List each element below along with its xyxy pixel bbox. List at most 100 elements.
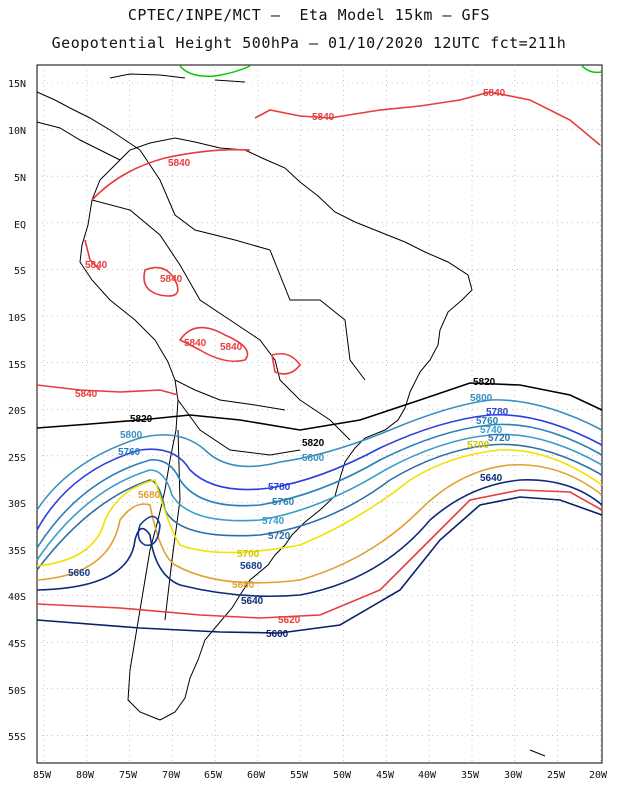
lat-label: 15N [8, 79, 26, 90]
lon-label: 65W [204, 770, 223, 781]
contour-5840-cell1 [143, 266, 179, 297]
label-5840: 5840 [75, 389, 98, 400]
label-5760: 5760 [118, 447, 141, 458]
lon-label: 30W [504, 770, 523, 781]
contour-5720 [36, 443, 603, 571]
label-5820: 5820 [302, 438, 325, 449]
label-5680: 5680 [232, 580, 255, 591]
label-5840: 5840 [220, 342, 243, 353]
lat-label: 30S [8, 499, 26, 510]
caribbean-islands-east [214, 79, 246, 83]
label-5620: 5620 [278, 615, 301, 626]
label-5760: 5760 [272, 497, 295, 508]
coastlines [36, 73, 546, 757]
lon-label: 25W [547, 770, 566, 781]
border-line-f [164, 429, 181, 621]
lon-label: 50W [333, 770, 352, 781]
label-5780: 5780 [486, 407, 509, 418]
contour-5660-cell [137, 515, 161, 547]
contour-5640 [36, 479, 603, 598]
label-5720: 5720 [488, 433, 511, 444]
contour-5840-amazon [91, 148, 251, 201]
lon-label: 70W [162, 770, 181, 781]
border-line-d [177, 399, 301, 456]
lat-label: 5S [14, 266, 26, 277]
border-line-b [139, 149, 271, 251]
lon-label: 85W [33, 770, 52, 781]
lat-label: 55S [8, 732, 26, 743]
contour-5840-north [254, 91, 601, 146]
label-5640: 5640 [480, 473, 503, 484]
label-5680: 5680 [138, 490, 161, 501]
label-5800: 5800 [470, 393, 493, 404]
contour-labels: 5840 5840 5840 5840 5840 5840 5840 5840 … [68, 88, 511, 640]
lon-label: 40W [418, 770, 437, 781]
contour-5620 [36, 489, 603, 619]
lat-label: 45S [8, 639, 26, 650]
label-5640: 5640 [241, 596, 264, 607]
central-america-south-coast [36, 121, 121, 161]
contour-5780 [36, 413, 603, 531]
label-5760: 5760 [476, 416, 499, 427]
label-5820: 5820 [473, 377, 496, 388]
contour-5840-cell3 [271, 352, 301, 375]
contour-lines [36, 91, 603, 634]
island-south [529, 749, 546, 757]
green-contour-topright [581, 65, 603, 74]
map-title: CPTEC/INPE/MCT – Eta Model 15km – GFS [127, 6, 491, 24]
lat-label: 35S [8, 546, 26, 557]
latitude-labels: 15N 10N 5N EQ 5S 10S 15S 20S 25S 30S 35S… [8, 79, 26, 743]
label-5700: 5700 [237, 549, 260, 560]
contour-5840-west2 [36, 384, 179, 396]
map-frame [36, 64, 603, 764]
label-5740: 5740 [480, 425, 503, 436]
lon-label: 20W [589, 770, 608, 781]
lat-label: 20S [8, 406, 26, 417]
lat-label: 25S [8, 453, 26, 464]
contour-5840-cell2 [178, 326, 249, 363]
label-5600: 5600 [266, 629, 289, 640]
label-5840: 5840 [312, 112, 335, 123]
lon-label: 55W [290, 770, 309, 781]
lon-label: 80W [76, 770, 95, 781]
label-5840: 5840 [483, 88, 506, 99]
label-5660: 5660 [68, 568, 91, 579]
border-line-e [269, 249, 366, 381]
south-america-east-coast [119, 137, 473, 721]
label-5720: 5720 [268, 531, 291, 542]
lon-label: 60W [247, 770, 266, 781]
label-5840: 5840 [168, 158, 191, 169]
label-5800: 5800 [120, 430, 143, 441]
label-5820: 5820 [130, 414, 153, 425]
lon-label: 75W [119, 770, 138, 781]
label-5780: 5780 [268, 482, 291, 493]
label-5680: 5680 [240, 561, 263, 572]
contour-5740 [36, 433, 603, 561]
lat-label: 10S [8, 313, 26, 324]
longitude-labels: 85W 80W 75W 70W 65W 60W 55W 50W 45W 40W … [33, 770, 608, 781]
contour-5700 [36, 449, 603, 567]
lat-label: EQ [14, 220, 26, 231]
lat-label: 50S [8, 686, 26, 697]
lat-label: 5N [14, 173, 26, 184]
map-subtitle: Geopotential Height 500hPa – 01/10/2020 … [51, 34, 567, 52]
lat-label: 10N [8, 126, 26, 137]
label-5700: 5700 [467, 440, 490, 451]
label-5740: 5740 [262, 516, 285, 527]
contour-5820 [36, 382, 603, 431]
lat-label: 15S [8, 360, 26, 371]
contour-5680 [36, 463, 603, 584]
central-america-coast [36, 91, 141, 151]
label-5800: 5800 [302, 453, 325, 464]
lon-label: 45W [376, 770, 395, 781]
label-5840: 5840 [184, 338, 207, 349]
label-5840: 5840 [160, 274, 183, 285]
lat-label: 40S [8, 592, 26, 603]
border-line-a [91, 199, 351, 441]
caribbean-islands [109, 73, 186, 79]
contour-5840-west [84, 239, 101, 271]
contour-5760 [36, 423, 603, 549]
graticule [37, 65, 602, 763]
border-line-c [174, 379, 286, 411]
